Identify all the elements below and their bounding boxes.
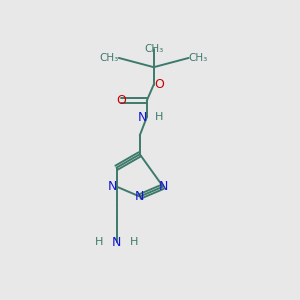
Text: H: H bbox=[155, 112, 163, 122]
Text: N: N bbox=[158, 180, 168, 193]
Text: N: N bbox=[112, 236, 121, 249]
Text: CH₃: CH₃ bbox=[189, 53, 208, 63]
Text: O: O bbox=[116, 94, 126, 107]
Text: O: O bbox=[154, 78, 164, 91]
Text: CH₃: CH₃ bbox=[100, 53, 119, 63]
Text: N: N bbox=[138, 111, 147, 124]
Text: H: H bbox=[95, 237, 103, 247]
Text: N: N bbox=[135, 190, 145, 203]
Text: H: H bbox=[130, 237, 138, 247]
Text: N: N bbox=[108, 180, 117, 193]
Text: CH₃: CH₃ bbox=[144, 44, 164, 54]
